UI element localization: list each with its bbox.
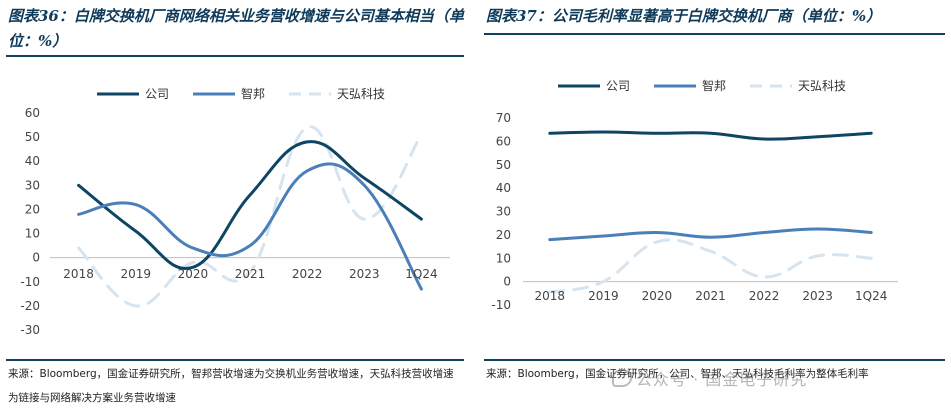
right-legend-label-2: 天弘科技 — [798, 79, 846, 93]
right-title-rule — [484, 33, 945, 35]
right-legend-item-0: 公司 — [558, 79, 630, 93]
left-chart-title: 图表36：白牌交换机厂商网络相关业务营收增速与公司基本相当（单位：%） — [8, 7, 464, 50]
left-legend-label-0: 公司 — [145, 87, 169, 101]
right-source-rule — [484, 359, 945, 361]
left-legend-label-1: 智邦 — [241, 86, 265, 101]
right-y-tick-label: 60 — [496, 134, 511, 148]
right-y-tick-label: 0 — [503, 275, 511, 289]
left-series-line-0 — [77, 140, 423, 270]
right-y-tick-label: 30 — [496, 205, 511, 219]
left-x-tick-label: 2019 — [120, 267, 151, 281]
left-legend-item-2: 天弘科技 — [289, 87, 385, 101]
left-y-tick-label: 0 — [32, 251, 40, 265]
right-x-tick-label: 1Q24 — [855, 289, 887, 303]
watermark-text: 公众号 · 国金电子研究 — [636, 370, 808, 389]
left-y-tick-label: 60 — [25, 106, 40, 120]
left-y-tick-label: 50 — [25, 130, 40, 144]
left-y-tick-label: -20 — [20, 299, 40, 313]
right-y-tick-label: 70 — [496, 111, 511, 125]
left-x-tick-label: 2020 — [178, 267, 209, 281]
left-legend-item-0: 公司 — [97, 87, 169, 101]
left-y-tick-label: -10 — [20, 275, 40, 289]
right-y-tick-label: 20 — [496, 228, 511, 242]
right-x-tick-label: 2019 — [588, 289, 619, 303]
right-source-note: 来源：Bloomberg，国金证券研究所，公司、智邦、天弘科技毛利率为整体毛利率 — [486, 368, 869, 380]
right-chart-panel: 图表37：公司毛利率显著高于白牌交换机厂商（单位：%） 公司 智邦 天弘科技 -10 0… — [478, 0, 951, 415]
right-series-line-1 — [548, 227, 873, 242]
left-title-rule — [6, 55, 464, 57]
left-line-chart: 公司 智邦 天弘科技 -30 -20 -10 0 10 20 30 40 50 60 2018 2019 20… — [20, 86, 450, 337]
wechat-watermark: 公众号 · 国金电子研究 — [612, 366, 807, 390]
right-series-line-2 — [548, 238, 873, 294]
left-series-line-2 — [77, 125, 423, 308]
right-x-tick-label: 2021 — [695, 289, 726, 303]
left-chart-panel: 图表36：白牌交换机厂商网络相关业务营收增速与公司基本相当（单位：%） 公司 智邦… — [0, 0, 470, 415]
right-x-tick-label: 2022 — [749, 289, 780, 303]
right-x-tick-label: 2023 — [802, 289, 833, 303]
left-series-line-1 — [77, 162, 423, 291]
left-x-tick-label: 2018 — [63, 267, 94, 281]
right-series-line-0 — [548, 130, 873, 141]
right-chart-title: 图表37：公司毛利率显著高于白牌交换机厂商（单位：%） — [486, 7, 882, 25]
left-y-tick-label: 10 — [25, 227, 40, 241]
right-x-tick-label: 2018 — [535, 289, 566, 303]
left-x-tick-label: 2023 — [349, 267, 380, 281]
right-legend-label-1: 智邦 — [702, 78, 726, 93]
left-x-tick-label: 2022 — [292, 267, 323, 281]
right-y-tick-label: 40 — [496, 181, 511, 195]
left-x-tick-label: 1Q24 — [405, 267, 437, 281]
right-legend-label-0: 公司 — [606, 79, 630, 93]
right-y-tick-label: 10 — [496, 251, 511, 265]
right-legend-item-2: 天弘科技 — [750, 79, 846, 93]
left-legend-item-1: 智邦 — [193, 86, 265, 101]
right-legend-item-1: 智邦 — [654, 78, 726, 93]
right-x-tick-label: 2020 — [642, 289, 673, 303]
wechat-icon — [612, 369, 632, 387]
left-x-tick-label: 2021 — [235, 267, 266, 281]
right-y-tick-label: 50 — [496, 158, 511, 172]
left-y-tick-label: 20 — [25, 202, 40, 216]
left-legend-label-2: 天弘科技 — [337, 87, 385, 101]
left-y-tick-label: 30 — [25, 178, 40, 192]
left-y-tick-label: -30 — [20, 323, 40, 337]
left-source-note: 来源：Bloomberg，国金证券研究所，智邦营收增速为交换机业务营收增速，天弘… — [8, 368, 454, 404]
right-y-tick-label: -10 — [491, 298, 511, 312]
right-line-chart: 公司 智邦 天弘科技 -10 0 10 20 30 40 50 60 70 2018 2019 2020 20… — [491, 78, 898, 312]
left-source-rule — [6, 359, 464, 361]
left-y-tick-label: 40 — [25, 154, 40, 168]
